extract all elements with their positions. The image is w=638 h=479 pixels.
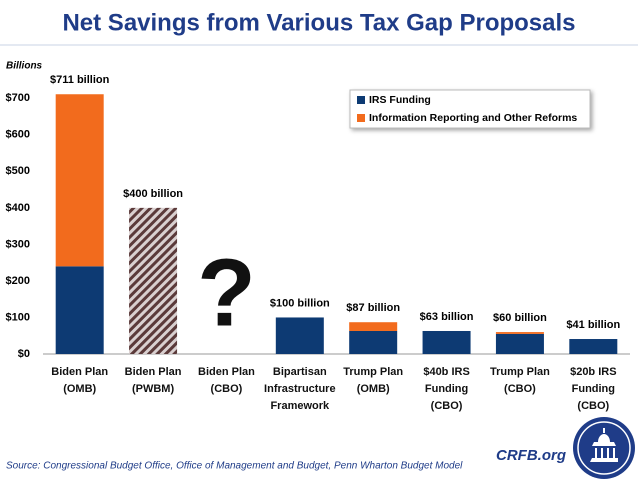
logo-ring bbox=[577, 421, 631, 475]
bar-segment bbox=[55, 94, 104, 267]
annotation: ? bbox=[197, 239, 256, 346]
total-label: $400 billion bbox=[123, 188, 183, 200]
x-tick-label: Biden Plan (CBO) bbox=[198, 366, 255, 395]
bar-segment bbox=[349, 330, 398, 354]
bar-segment bbox=[55, 266, 104, 354]
legend-label: IRS Funding bbox=[369, 94, 431, 106]
x-tick-label: Biden Plan (OMB) bbox=[51, 366, 109, 395]
x-tick-label: Bipartisan Infrastructure Framework bbox=[264, 366, 336, 412]
logo bbox=[573, 417, 635, 479]
total-label: $41 billion bbox=[566, 319, 620, 331]
legend-swatch bbox=[357, 114, 365, 122]
legend-box bbox=[349, 89, 591, 129]
x-tick-label: $40b IRS Funding (CBO) bbox=[423, 366, 470, 412]
x-tick-label: Trump Plan (CBO) bbox=[489, 366, 550, 395]
total-label: $711 billion bbox=[50, 74, 110, 86]
source: Source: Congressional Budget Office, Off… bbox=[6, 461, 463, 472]
total-label: $63 billion bbox=[420, 311, 474, 323]
chart-title: Net Savings from Various Tax Gap Proposa… bbox=[62, 9, 575, 36]
x-tick-label: Biden Plan (PWBM) bbox=[124, 366, 182, 395]
y-axis-label: Billions bbox=[6, 61, 43, 72]
bar-segment bbox=[349, 322, 398, 331]
legend-label: Information Reporting and Other Reforms bbox=[369, 112, 577, 124]
bar-segment bbox=[422, 330, 471, 354]
brand: CRFB.org bbox=[496, 447, 566, 464]
logo-capitol bbox=[590, 428, 618, 462]
y-tick-label: $400 bbox=[6, 202, 30, 214]
y-tick-label: $500 bbox=[6, 165, 30, 177]
total-label: $87 billion bbox=[346, 302, 400, 314]
y-tick-label: $600 bbox=[6, 129, 30, 141]
total-label: $60 billion bbox=[493, 312, 547, 324]
y-tick-label: $300 bbox=[6, 238, 30, 250]
y-tick-label: $100 bbox=[6, 311, 30, 323]
y-tick-label: $700 bbox=[6, 92, 30, 104]
bar-segment bbox=[275, 317, 324, 354]
bar-segment bbox=[495, 333, 544, 354]
y-tick-label: $0 bbox=[18, 348, 30, 360]
total-label: $100 billion bbox=[270, 297, 330, 309]
x-tick-label: $20b IRS Funding (CBO) bbox=[570, 366, 617, 412]
legend-swatch bbox=[357, 96, 365, 104]
bar-hatched bbox=[129, 207, 178, 354]
logo-circle bbox=[573, 417, 635, 479]
x-tick-label: Trump Plan (OMB) bbox=[343, 366, 404, 395]
bar-segment bbox=[495, 332, 544, 334]
y-tick-label: $200 bbox=[6, 275, 30, 287]
bar-segment bbox=[569, 339, 618, 354]
